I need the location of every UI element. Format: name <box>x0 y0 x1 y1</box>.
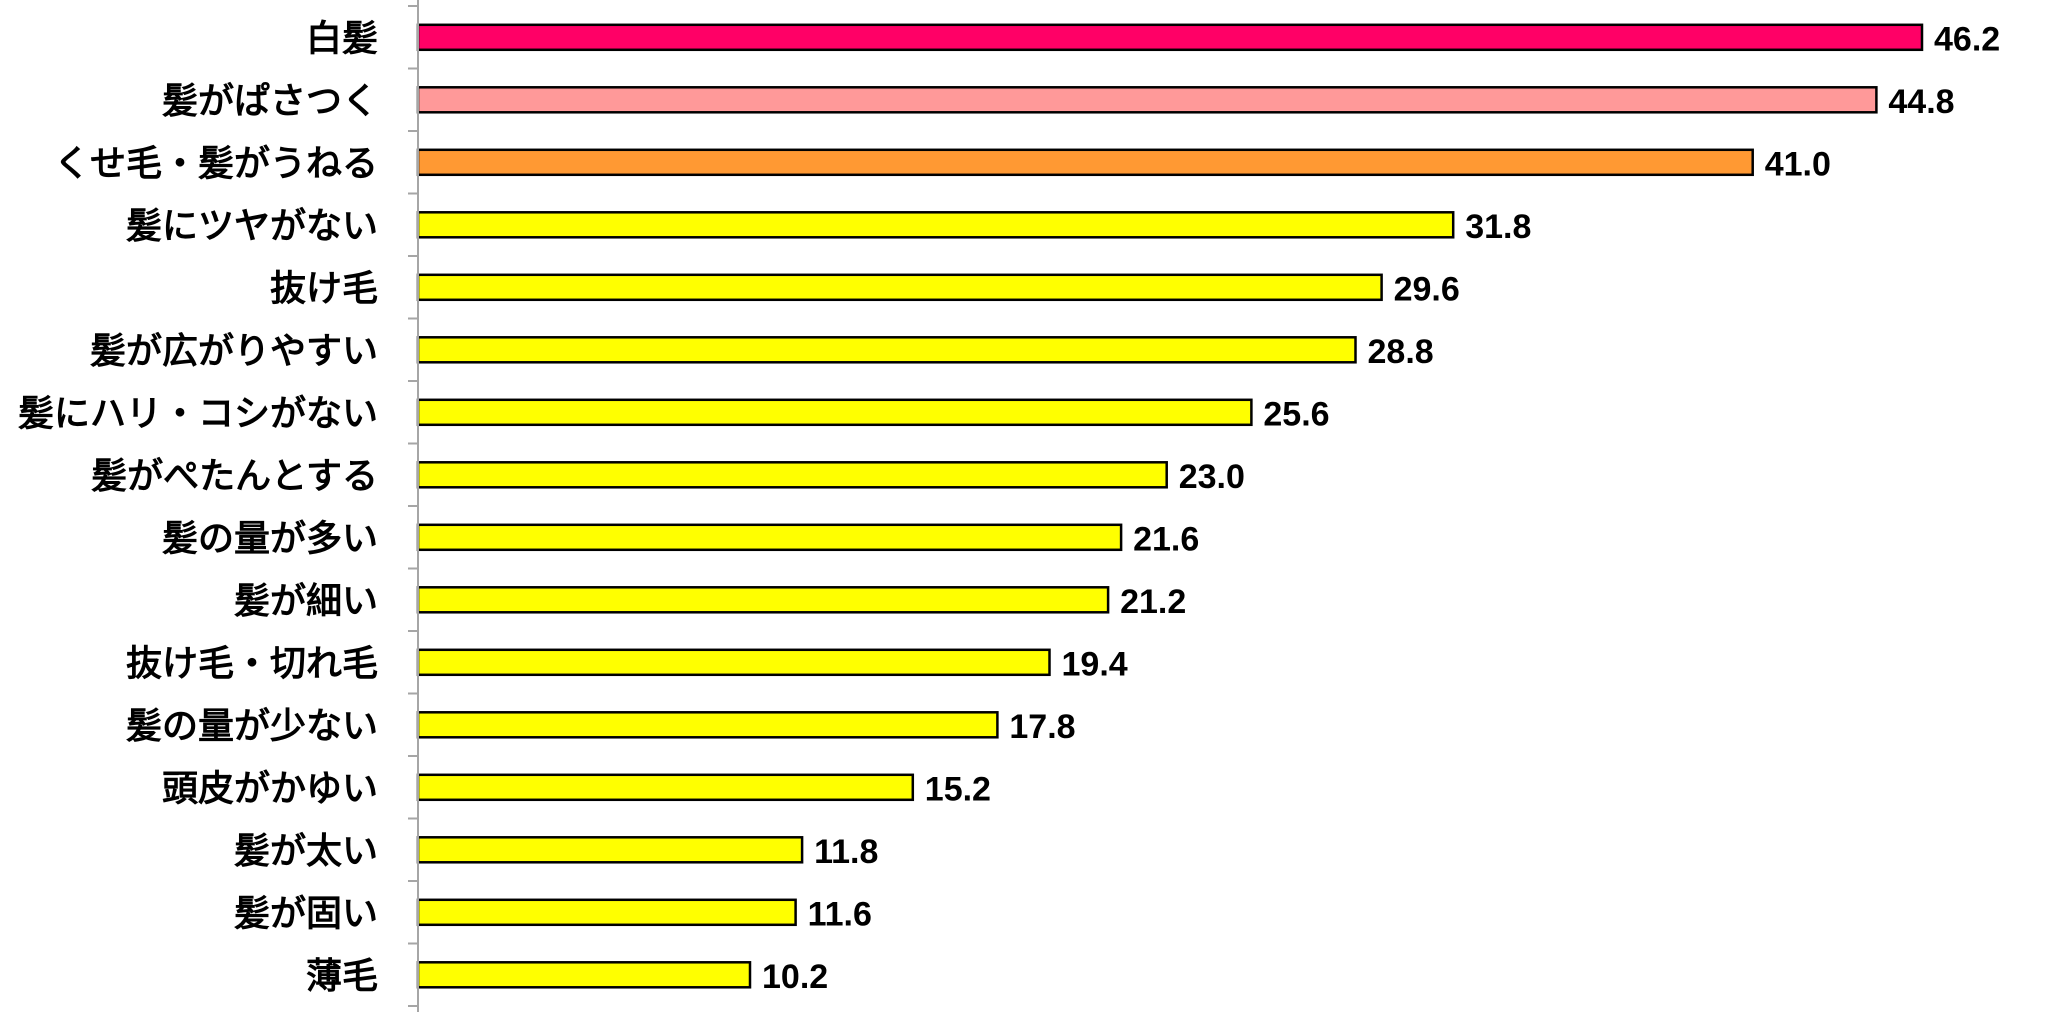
category-label: 抜け毛 <box>270 268 378 309</box>
category-labels: 白髪髪がぱさつくくせ毛・髪がうねる髪にツヤがない抜け毛髪が広がりやすい髪にハリ・… <box>18 18 378 997</box>
bar-10 <box>416 586 1110 614</box>
value-label: 29.6 <box>1394 270 1460 308</box>
value-label: 21.2 <box>1120 583 1186 621</box>
value-label: 19.4 <box>1062 645 1128 683</box>
category-label: 髪がぱさつく <box>162 81 378 122</box>
bar-9 <box>416 523 1123 552</box>
value-label: 11.8 <box>814 833 878 871</box>
bar-11 <box>416 648 1051 677</box>
category-label: 髪にハリ・コシがない <box>18 393 378 434</box>
category-label: 頭皮がかゆい <box>162 768 378 809</box>
bar-1 <box>416 23 1924 52</box>
bar-5 <box>416 273 1383 302</box>
category-axis <box>408 0 419 1012</box>
value-label: 28.8 <box>1368 333 1434 371</box>
bar-14 <box>416 836 804 864</box>
bar-7 <box>416 398 1253 427</box>
category-label: 髪にツヤがない <box>126 206 378 247</box>
value-label: 10.2 <box>762 958 828 996</box>
value-label: 31.8 <box>1465 208 1531 246</box>
bar-8 <box>416 461 1168 489</box>
bar-12 <box>416 711 999 739</box>
category-label: 白髪 <box>306 18 378 59</box>
value-label: 11.6 <box>808 895 872 933</box>
category-label: 髪が広がりやすい <box>90 331 378 372</box>
value-label: 41.0 <box>1765 145 1831 183</box>
value-labels: 46.2 44.8 41.0 31.829.6 28.8 25.6 23.0 21.6 21.2… <box>762 20 2000 996</box>
category-label: 髪が細い <box>234 581 378 622</box>
category-label: くせ毛・髪がうねる <box>54 143 378 184</box>
value-label: 17.8 <box>1009 708 1075 746</box>
bar-6 <box>416 336 1357 364</box>
category-label: 薄毛 <box>306 956 378 997</box>
bar-13 <box>416 773 915 802</box>
value-label: 44.8 <box>1888 83 1954 121</box>
category-label: 抜け毛・切れ毛 <box>126 643 378 684</box>
bar-15 <box>416 898 797 927</box>
value-label: 46.2 <box>1934 20 2000 58</box>
value-label: 15.2 <box>925 770 991 808</box>
bar-16 <box>416 961 752 989</box>
value-label: 25.6 <box>1263 395 1329 433</box>
category-label: 髪の量が少ない <box>126 706 378 747</box>
bars-layer <box>416 23 1924 989</box>
bar-4 <box>416 211 1455 239</box>
value-label: 23.0 <box>1179 458 1245 496</box>
bar-2 <box>416 86 1878 114</box>
category-label: 髪の量が多い <box>162 518 378 559</box>
category-label: 髪が太い <box>234 831 378 872</box>
value-label: 21.6 <box>1133 520 1199 558</box>
bar-3 <box>416 148 1754 177</box>
category-label: 髪がぺたんとする <box>91 456 378 497</box>
category-label: 髪が固い <box>234 893 378 934</box>
